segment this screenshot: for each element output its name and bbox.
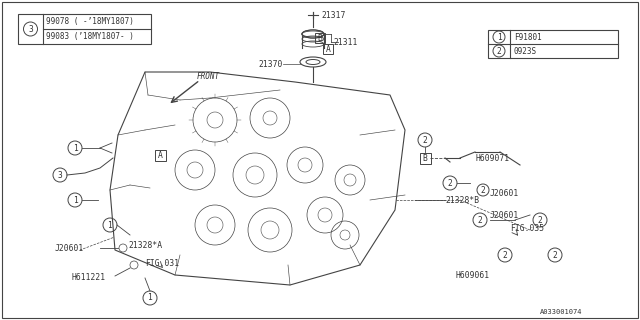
Text: 2: 2 <box>502 251 508 260</box>
Text: 2: 2 <box>552 251 557 260</box>
Text: FIG.035: FIG.035 <box>510 223 544 233</box>
Text: J20601: J20601 <box>490 188 519 197</box>
Text: 2: 2 <box>422 135 428 145</box>
Text: 1: 1 <box>72 143 77 153</box>
Bar <box>419 153 431 164</box>
Text: 99083 (’18MY1807- ): 99083 (’18MY1807- ) <box>46 31 134 41</box>
Text: J20601: J20601 <box>55 244 84 252</box>
Text: 21317: 21317 <box>321 11 346 20</box>
Text: H609061: H609061 <box>455 270 489 279</box>
Text: 99078 ( -’18MY1807): 99078 ( -’18MY1807) <box>46 17 134 26</box>
Text: 3: 3 <box>58 171 63 180</box>
Bar <box>18 14 151 44</box>
Text: 2: 2 <box>447 179 452 188</box>
Text: H609071: H609071 <box>475 154 509 163</box>
Bar <box>154 149 166 161</box>
Ellipse shape <box>302 30 324 38</box>
Text: 2: 2 <box>477 215 483 225</box>
Text: 21370: 21370 <box>259 60 283 68</box>
Bar <box>323 44 333 54</box>
Bar <box>488 30 618 58</box>
Text: A033001074: A033001074 <box>540 309 582 315</box>
Text: 2: 2 <box>497 46 501 55</box>
Text: 21328*B: 21328*B <box>445 196 479 204</box>
Text: B: B <box>317 34 323 43</box>
Text: 1: 1 <box>72 196 77 204</box>
Text: 1: 1 <box>108 220 113 229</box>
Text: 0923S: 0923S <box>514 46 537 55</box>
Bar <box>315 33 325 43</box>
Text: FRONT: FRONT <box>197 71 220 81</box>
Text: 1: 1 <box>497 33 501 42</box>
Text: 3: 3 <box>28 25 33 34</box>
Text: B: B <box>422 154 428 163</box>
Text: A: A <box>326 44 330 53</box>
Ellipse shape <box>300 57 326 67</box>
Text: F91801: F91801 <box>514 33 541 42</box>
Polygon shape <box>110 72 405 285</box>
Text: J20601: J20601 <box>490 211 519 220</box>
Text: 2: 2 <box>481 186 485 195</box>
Text: FIG.031: FIG.031 <box>145 259 179 268</box>
Text: H611221: H611221 <box>72 274 106 283</box>
Text: 21311: 21311 <box>333 37 357 46</box>
Text: 2: 2 <box>538 215 543 225</box>
Text: 21328*A: 21328*A <box>128 241 162 250</box>
Text: 1: 1 <box>148 293 152 302</box>
Text: A: A <box>157 150 163 159</box>
